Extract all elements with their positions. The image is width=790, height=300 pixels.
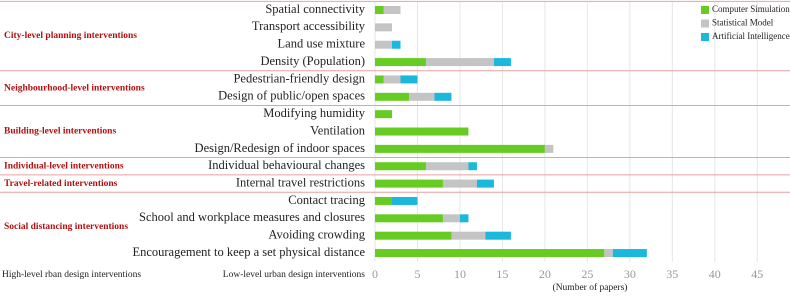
- x-tick-label: 30: [624, 267, 636, 281]
- category-label: School and workplace measures and closur…: [139, 210, 365, 224]
- bar-segment: [468, 162, 477, 171]
- bar-segment: [383, 6, 401, 14]
- bar-segment: [391, 196, 418, 205]
- x-tick-label: 0: [372, 267, 378, 281]
- bar-segment: [485, 231, 511, 240]
- bar-segment: [612, 249, 647, 258]
- category-label: Design of public/open spaces: [218, 89, 365, 103]
- bar-segment: [442, 179, 477, 188]
- x-tick-label: 35: [666, 267, 678, 281]
- legend-label: Artificial Intelligence: [712, 31, 790, 41]
- bar-segment: [493, 58, 511, 67]
- category-label: Encouragement to keep a set physical dis…: [132, 245, 365, 259]
- group-label: Individual-level interventions: [4, 161, 124, 171]
- bar-segment: [408, 92, 435, 101]
- category-label: Transport accessibility: [252, 19, 366, 33]
- category-label: Internal travel restrictions: [236, 175, 365, 189]
- bar-segment: [544, 144, 554, 153]
- group-axis-label: High-level rban design interventions: [2, 270, 141, 280]
- x-tick-label: 10: [454, 267, 466, 281]
- bar-segment: [375, 6, 384, 14]
- category-label: Ventilation: [310, 123, 366, 137]
- bar-segment: [400, 75, 418, 84]
- category-label: Avoiding crowding: [268, 228, 365, 242]
- category-label: Land use mixture: [278, 37, 366, 51]
- legend-swatch: [701, 33, 709, 41]
- bar-segment: [425, 58, 494, 67]
- bar-segment: [375, 231, 452, 240]
- x-axis-label: (Number of papers): [553, 282, 628, 293]
- bar-segment: [375, 179, 443, 188]
- legend-swatch: [701, 19, 709, 28]
- category-axis-label: Low-level urban design interventions: [223, 270, 366, 280]
- category-label: Modifying humidity: [263, 106, 365, 120]
- x-tick-label: 40: [709, 267, 721, 281]
- bar-segment: [375, 40, 392, 49]
- bar-segment: [434, 92, 452, 101]
- bar-segment: [375, 127, 469, 136]
- group-label: Building-level interventions: [4, 127, 116, 137]
- category-label: Design/Redesign of indoor spaces: [195, 141, 366, 155]
- bar-segment: [425, 162, 469, 171]
- bar-segment: [375, 196, 392, 205]
- bar-segment: [451, 231, 486, 240]
- bar-segment: [375, 23, 392, 32]
- bar-segment: [375, 162, 426, 171]
- bar-segment: [604, 249, 613, 258]
- bar-segment: [476, 179, 494, 188]
- category-label: Pedestrian-friendly design: [233, 71, 365, 85]
- category-label: Contact tracing: [288, 193, 365, 207]
- category-label: Individual behavioural changes: [208, 158, 365, 172]
- bar-segment: [375, 58, 426, 67]
- group-label: Neighbourhood-level interventions: [4, 83, 145, 93]
- bar-segment: [459, 214, 469, 223]
- bar-segment: [375, 144, 545, 153]
- legend-label: Computer Simulation: [712, 4, 790, 14]
- bar-segment: [375, 110, 392, 119]
- bar-segment: [442, 214, 460, 223]
- group-label: Social distancing interventions: [4, 222, 128, 232]
- bar-segment: [375, 75, 384, 84]
- category-label: Density (Population): [260, 54, 365, 68]
- group-label: Travel-related interventions: [4, 179, 118, 189]
- x-tick-label: 5: [414, 267, 420, 281]
- category-label: Spatial connectivity: [265, 2, 365, 16]
- bar-segment: [375, 249, 605, 258]
- x-tick-label: 25: [581, 267, 593, 281]
- bar-segment: [383, 75, 401, 84]
- x-tick-label: 45: [751, 267, 763, 281]
- legend-swatch: [701, 6, 709, 14]
- group-label: City-level planning interventions: [4, 31, 137, 41]
- x-tick-label: 20: [539, 267, 551, 281]
- bar-segment: [375, 214, 443, 223]
- x-tick-label: 15: [496, 267, 508, 281]
- bar-segment: [391, 40, 401, 49]
- legend-label: Statistical Model: [712, 18, 774, 28]
- bar-segment: [375, 92, 409, 101]
